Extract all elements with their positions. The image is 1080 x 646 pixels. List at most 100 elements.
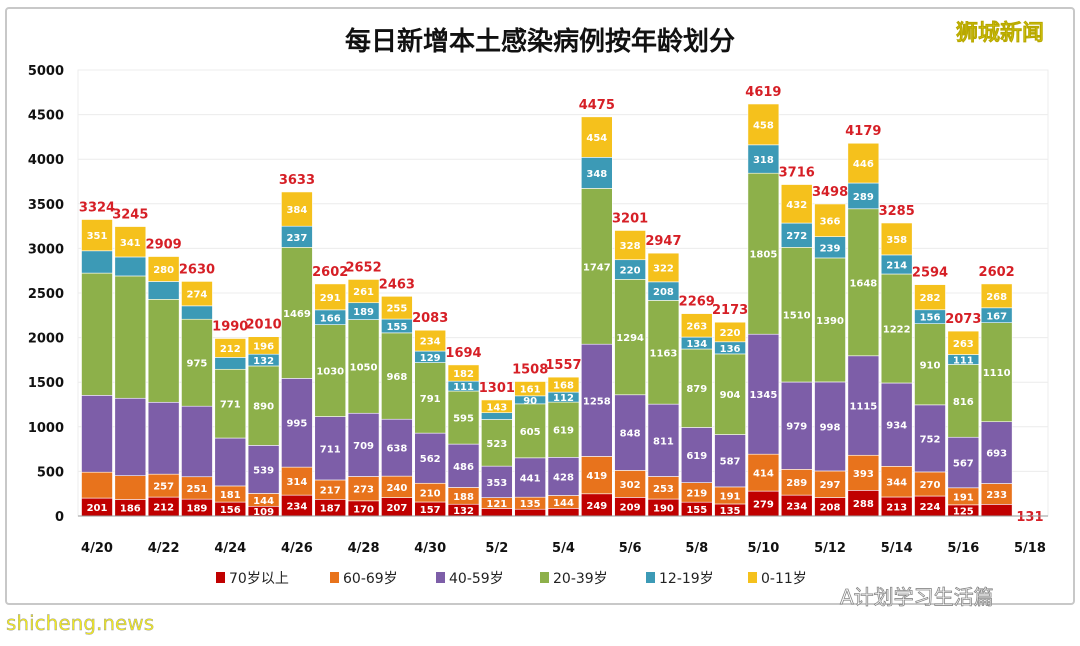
- bar-stack: 190 253 811 1163 208 322 2947: [645, 234, 682, 517]
- bar-segment: [147, 299, 180, 403]
- bar-stack: 170 273 709 1050 189 261 2652: [345, 260, 382, 517]
- bar-segment: [780, 222, 813, 248]
- bar-segment: [447, 364, 480, 382]
- bar-segment: [814, 257, 846, 383]
- segment-label: 348: [586, 169, 607, 180]
- bar-segment: [281, 191, 313, 227]
- bar-stack: 187 217 711 1030 166 291 2602: [312, 265, 348, 517]
- segment-label: 234: [786, 502, 807, 513]
- legend-item: 12-19岁: [646, 571, 714, 587]
- bar-segment: [314, 324, 347, 417]
- segment-label: 270: [920, 480, 941, 491]
- segment-label: 1258: [583, 396, 611, 407]
- segment-label: 210: [420, 489, 441, 500]
- bar-segment: [814, 203, 846, 237]
- bar-segment: [181, 318, 213, 407]
- segment-label: 595: [453, 414, 474, 425]
- segment-label: 384: [286, 205, 307, 216]
- bar-segment: [714, 321, 746, 343]
- segment-label: 414: [753, 469, 774, 480]
- y-tick-label: 4500: [28, 109, 64, 124]
- bar-segment: [114, 475, 147, 500]
- segment-label: 263: [953, 339, 974, 350]
- total-label: 3633: [279, 173, 315, 188]
- bar-segment: [447, 443, 480, 488]
- legend-label: 60-69岁: [343, 571, 398, 587]
- bar-segment: [381, 418, 413, 477]
- bar-segment: [747, 103, 780, 146]
- segment-label: 249: [586, 501, 607, 512]
- legend-item: 70岁以上: [216, 571, 289, 587]
- segment-label: 998: [820, 422, 841, 433]
- segment-label: 446: [853, 159, 874, 170]
- segment-label: 187: [320, 504, 341, 515]
- segment-label: 562: [420, 454, 441, 465]
- bar-stack: 209 302 848 1294 220 328 3201: [612, 211, 648, 517]
- x-tick-label: 4/30: [414, 541, 446, 556]
- bar-segment: [414, 432, 447, 484]
- bar-segment: [214, 437, 247, 487]
- segment-label: 289: [786, 478, 807, 489]
- bar-stack: 207 240 638 968 155 255 2463: [379, 277, 415, 517]
- total-label: 1301: [479, 381, 515, 396]
- segment-label: 1345: [749, 390, 777, 401]
- bar-stack: 186 341 3245: [112, 208, 148, 517]
- segment-label: 111: [453, 382, 474, 393]
- bar-segment: [580, 456, 613, 495]
- segment-label: 282: [920, 293, 941, 304]
- x-tick-label: 5/6: [619, 541, 642, 556]
- bar-segment: [414, 329, 447, 352]
- x-tick-label: 4/28: [348, 541, 380, 556]
- segment-label: 129: [420, 353, 441, 364]
- bar-segment: [847, 182, 880, 210]
- bar-segment: [747, 172, 780, 335]
- bar-stack: 249 419 1258 1747 348 454 4475: [579, 98, 615, 517]
- total-label: 2269: [679, 295, 715, 310]
- total-label: 2602: [312, 265, 348, 280]
- bar-stack: 279 414 1345 1805 318 458 4619: [745, 85, 781, 517]
- bar-segment: [147, 401, 180, 475]
- total-label: 2602: [979, 265, 1015, 280]
- bar-segment: [747, 453, 780, 492]
- segment-label: 217: [320, 486, 341, 497]
- segment-label: 112: [553, 393, 574, 404]
- segment-label: 224: [920, 502, 941, 513]
- bar-stack: 155 219 619 879 134 263 2269: [679, 295, 715, 517]
- segment-label: 975: [187, 359, 208, 370]
- segment-label: 170: [353, 504, 374, 515]
- segment-label: 121: [486, 499, 507, 510]
- segment-label: 351: [87, 231, 108, 242]
- total-label: 1557: [545, 358, 581, 373]
- bar-stack: 156 181 771 212 1990: [212, 319, 248, 517]
- watermark-bottom-left: shicheng.news: [6, 611, 154, 635]
- x-tick-label: 4/24: [214, 541, 246, 556]
- legend: 70岁以上 60-69岁 40-59岁 20-39岁 12-19岁 0-11岁: [216, 571, 807, 587]
- segment-label: 638: [386, 444, 407, 455]
- bar-segment: [314, 416, 347, 481]
- segment-label: 1050: [350, 362, 378, 373]
- total-label: 4619: [745, 85, 781, 100]
- x-tick-label: 5/14: [881, 541, 913, 556]
- x-tick-label: 5/2: [485, 541, 508, 556]
- segment-label: 344: [886, 478, 907, 489]
- segment-label: 454: [586, 133, 607, 144]
- segment-label: 207: [386, 503, 407, 514]
- outside-label: 131: [1016, 510, 1043, 525]
- segment-label: 234: [420, 337, 441, 348]
- segment-label: 239: [820, 243, 841, 254]
- legend-item: 0-11岁: [748, 571, 807, 587]
- segment-label: 157: [420, 505, 441, 516]
- segment-label: 567: [953, 459, 974, 470]
- segment-label: 125: [953, 506, 974, 517]
- bar-segment: [980, 283, 1013, 309]
- segment-label: 711: [320, 444, 341, 455]
- segment-label: 190: [653, 504, 674, 515]
- bar-segment: [847, 355, 880, 456]
- legend-swatch: [216, 572, 225, 583]
- bar-stack: 135 191 587 904 136 220 2173: [712, 303, 748, 517]
- segment-label: 213: [886, 503, 907, 514]
- segment-label: 167: [986, 311, 1007, 322]
- total-label: 3245: [112, 208, 148, 223]
- bar-segment: [547, 376, 580, 393]
